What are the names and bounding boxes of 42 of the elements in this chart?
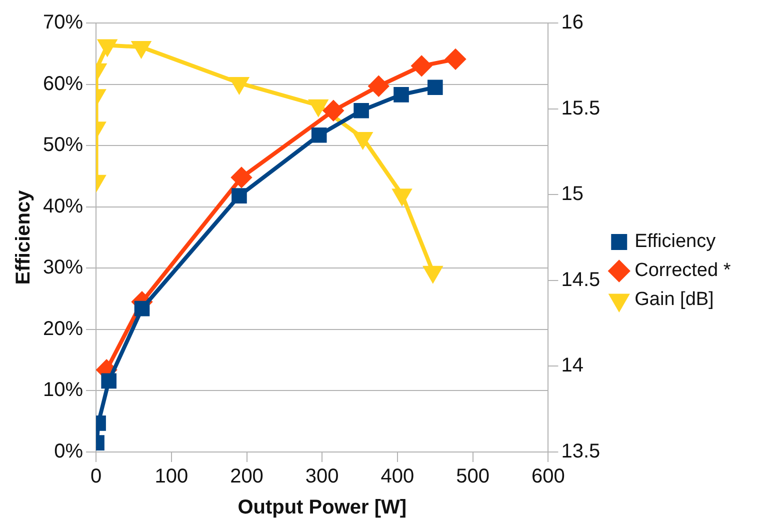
x-tick-label: 500: [456, 466, 490, 488]
x-tick-label: 600: [532, 466, 565, 488]
y-tick-label: 60%: [43, 72, 84, 95]
x-tick-label: 400: [380, 466, 414, 488]
y-tick-label: 50%: [43, 134, 84, 156]
point: [354, 132, 372, 148]
point: [309, 99, 328, 116]
point: [232, 188, 247, 204]
point: [394, 87, 409, 102]
x-tick-label: 0: [90, 466, 102, 488]
legend-label: Corrected *: [634, 260, 736, 282]
y2-tick-label: 14: [561, 354, 584, 377]
y2-tick-label: 15.5: [561, 97, 600, 120]
legend-label: Gain [dB]: [634, 289, 720, 310]
point: [311, 127, 327, 143]
point: [412, 56, 432, 76]
point: [368, 76, 389, 96]
x-tick-label: 200: [230, 466, 264, 488]
y2-tick-label: 16: [561, 12, 584, 34]
point: [354, 102, 369, 118]
point: [323, 100, 344, 121]
y-tick-label: 40%: [43, 195, 84, 218]
y-axis-title: Efficiency: [12, 189, 35, 285]
y-tick-label: 20%: [43, 318, 84, 340]
point: [446, 49, 466, 70]
y2-tick-label: 15: [561, 183, 584, 206]
y-tick-label: 0%: [54, 440, 84, 463]
legend-label: Efficiency: [634, 231, 721, 252]
x-axis-title: Output Power [W]: [238, 496, 407, 519]
x-tick-label: 100: [154, 466, 188, 488]
point: [134, 300, 150, 316]
y-tick-label: 70%: [43, 12, 84, 34]
y2-tick-label: 14.5: [561, 268, 600, 291]
y-tick-label: 10%: [43, 379, 84, 402]
y2-tick-label: 13.5: [561, 440, 600, 463]
point: [101, 373, 116, 389]
x-tick-label: 300: [305, 466, 339, 488]
y-tick-label: 30%: [43, 256, 84, 279]
point: [393, 188, 411, 205]
point: [231, 167, 252, 188]
point: [424, 266, 442, 282]
point: [428, 80, 443, 96]
